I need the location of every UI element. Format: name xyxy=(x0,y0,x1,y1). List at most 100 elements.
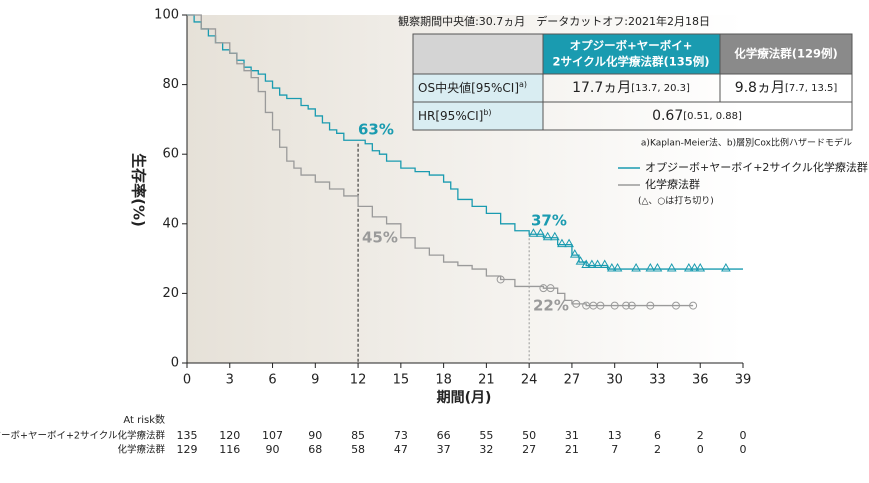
legend-label: オプジーボ+ヤーボイ+2サイクル化学療法群 xyxy=(645,160,868,174)
at-risk-value: 55 xyxy=(479,429,493,442)
at-risk-value: 31 xyxy=(565,429,579,442)
censor-mark xyxy=(535,228,546,237)
table-header: 化学療法群(129例) xyxy=(734,47,838,61)
x-tick-label: 6 xyxy=(268,373,276,388)
annotation: 37% xyxy=(531,212,567,230)
y-label: 生存率(%) xyxy=(130,153,148,227)
x-tick-label: 3 xyxy=(226,373,234,388)
censor-mark xyxy=(569,249,580,258)
at-risk-value: 85 xyxy=(351,429,365,442)
censor-mark xyxy=(606,263,617,272)
censor-mark xyxy=(652,263,663,272)
censor-mark xyxy=(572,299,581,308)
at-risk-value: 27 xyxy=(522,443,536,456)
censor-mark xyxy=(546,284,555,293)
at-risk-value: 21 xyxy=(565,443,579,456)
median: 9.8ヵ月 xyxy=(735,80,785,96)
at-risk-value: 135 xyxy=(177,429,198,442)
table-header: オプジーボ+ヤーボイ+ xyxy=(570,39,693,53)
censor-mark xyxy=(599,259,610,269)
y-tick-label: 100 xyxy=(154,8,179,23)
x-tick-label: 9 xyxy=(311,373,319,388)
at-risk-value: 90 xyxy=(266,443,280,456)
y-tick-label: 80 xyxy=(162,77,179,92)
at-risk-value: 68 xyxy=(308,443,322,456)
median: 17.7ヵ月 xyxy=(572,80,631,96)
censor-mark xyxy=(596,301,605,310)
x-tick-label: 24 xyxy=(521,373,538,388)
km-curve xyxy=(187,14,743,270)
x-tick-label: 30 xyxy=(606,373,623,388)
hr: 0.67 xyxy=(652,108,683,124)
table-border xyxy=(412,33,853,131)
x-tick-label: 39 xyxy=(735,373,752,388)
censor-mark xyxy=(721,263,731,272)
legend-label: 化学療法群 xyxy=(645,177,700,191)
censor-mark xyxy=(689,263,700,272)
annotation: 63% xyxy=(358,121,394,139)
table-cell xyxy=(720,34,852,74)
annotation: 45% xyxy=(362,229,398,247)
x-tick-label: 27 xyxy=(564,373,581,388)
at-risk-value: 58 xyxy=(351,443,365,456)
table-cell xyxy=(413,34,543,74)
censor-mark xyxy=(689,301,698,310)
y-tick-label: 20 xyxy=(162,286,179,301)
ci: [7.7, 13.5] xyxy=(785,83,837,94)
censor-mark xyxy=(564,238,574,248)
row-sup: a) xyxy=(519,80,527,89)
ci: [13.7, 20.3] xyxy=(631,83,690,94)
censor-mark xyxy=(587,259,597,269)
censor-mark xyxy=(627,301,636,310)
censor-mark xyxy=(612,263,623,272)
at-risk-value: 0 xyxy=(740,429,747,442)
row-label: HR[95%CI]b) xyxy=(418,108,492,123)
annotation: 22% xyxy=(533,297,569,315)
censor-mark xyxy=(695,263,706,272)
y-tick-label: 40 xyxy=(162,216,179,231)
at-risk-value: 32 xyxy=(479,443,493,456)
at-risk-value: 107 xyxy=(262,429,283,442)
footnote: a)Kaplan-Meier法、b)層別Cox比例ハザードモデル xyxy=(641,137,852,149)
x-tick-label: 36 xyxy=(692,373,709,388)
censor-mark xyxy=(496,275,505,284)
at-risk-value: 66 xyxy=(437,429,451,442)
summary-table: オプジーボ+ヤーボイ+ 2サイクル化学療法群(135例) 化学療法群(129例)… xyxy=(412,33,853,149)
at-risk-label: オプジーボ+ヤーボイ+2サイクル化学療法群 xyxy=(0,430,165,442)
at-risk-value: 90 xyxy=(308,429,322,442)
legend-note: (△、○は打ち切り) xyxy=(638,195,714,207)
at-risk-value: 50 xyxy=(522,429,536,442)
censor-mark xyxy=(666,263,677,272)
x-label: 期間(月) xyxy=(437,390,492,406)
table-cell xyxy=(543,34,720,74)
censor-mark xyxy=(528,228,539,237)
row-sup: b) xyxy=(483,108,491,117)
at-risk-value: 2 xyxy=(697,429,704,442)
at-risk-value: 120 xyxy=(219,429,240,442)
censor-mark xyxy=(622,301,631,310)
x-tick-label: 15 xyxy=(393,373,410,388)
row-label: OS中央値[95%CI]a) xyxy=(418,80,527,95)
at-risk-value: 37 xyxy=(437,443,451,456)
censor-mark xyxy=(542,231,553,241)
x-tick-label: 33 xyxy=(649,373,666,388)
x-tick-label: 0 xyxy=(183,373,191,388)
km-curve xyxy=(187,14,694,307)
at-risk-value: 73 xyxy=(394,429,408,442)
censor-mark xyxy=(557,238,567,248)
at-risk-value: 2 xyxy=(654,443,661,456)
censor-mark xyxy=(671,301,680,310)
x-tick-label: 18 xyxy=(435,373,452,388)
y-tick-label: 0 xyxy=(171,356,179,371)
x-tick-label: 12 xyxy=(350,373,367,388)
censor-mark xyxy=(646,301,655,310)
ci: [0.51, 0.88] xyxy=(683,111,742,122)
censor-mark xyxy=(575,256,586,265)
at-risk-label: 化学療法群 xyxy=(117,444,165,456)
censor-mark xyxy=(683,263,694,272)
y-tick-label: 60 xyxy=(162,147,179,162)
note: 観察期間中央値:30.7ヵ月 データカットオフ:2021年2月18日 xyxy=(398,14,710,28)
row-label-text: OS中央値[95%CI] xyxy=(418,80,519,95)
at-risk-value: 0 xyxy=(740,443,747,456)
censor-mark xyxy=(610,301,619,310)
